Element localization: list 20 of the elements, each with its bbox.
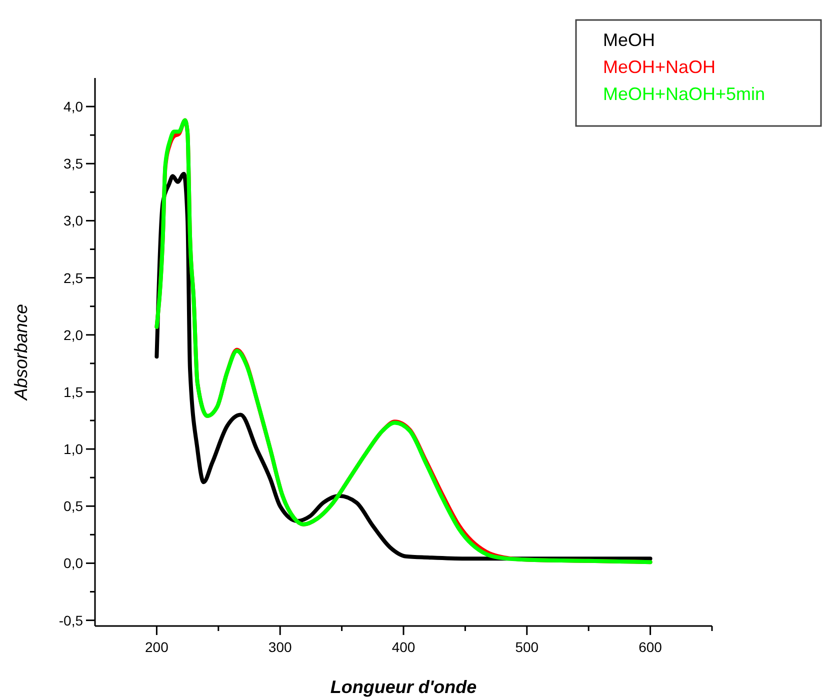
x-tick-label: 400 <box>392 639 416 655</box>
y-tick-label: 1,0 <box>64 441 84 458</box>
text: MeOH+NaOH <box>603 57 716 77</box>
y-tick-label: 3,5 <box>64 156 84 172</box>
y-tick-label: 2,0 <box>64 326 84 343</box>
text: MeOH <box>603 30 656 50</box>
y-tick-label: -0,5 <box>58 612 84 628</box>
y-tick-label: 2,5 <box>64 270 84 286</box>
y-tick-label: 0,0 <box>64 555 84 572</box>
x-tick-label: 500 <box>515 639 539 655</box>
y-tick-label: 0,5 <box>64 498 84 514</box>
x-tick-label: 300 <box>268 639 292 655</box>
y-tick-label: 3,0 <box>64 212 84 229</box>
x-tick-label: 200 <box>145 639 169 655</box>
x-axis-title: Longueur d'onde <box>330 677 477 697</box>
y-axis-title: Absorbance <box>11 304 31 402</box>
x-tick-label: 600 <box>638 639 662 655</box>
text: MeOH+NaOH+5min <box>603 84 766 104</box>
y-tick-label: 4,0 <box>64 98 84 115</box>
y-tick-label: 1,5 <box>64 384 84 400</box>
